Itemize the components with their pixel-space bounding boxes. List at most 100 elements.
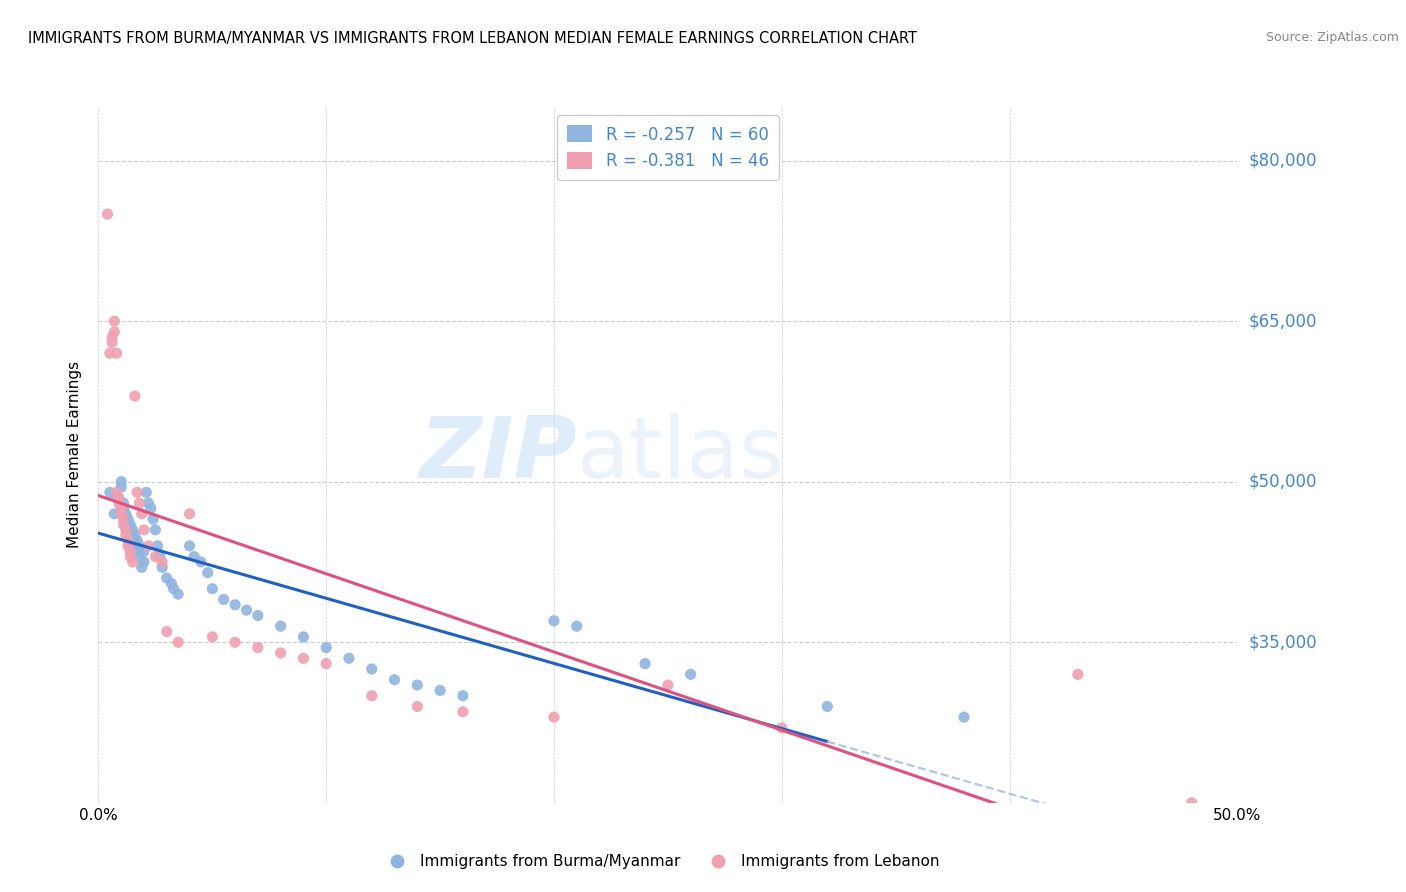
Point: [117, 539, 139, 553]
Point: [770, 721, 793, 735]
Point: [120, 544, 142, 558]
Point: [246, 608, 269, 623]
Point: [146, 539, 169, 553]
Point: [112, 517, 135, 532]
Point: [201, 630, 224, 644]
Point: [292, 630, 315, 644]
Point: [138, 539, 160, 553]
Point: [1067, 667, 1090, 681]
Point: [110, 475, 132, 489]
Point: [131, 507, 153, 521]
Point: [96, 207, 118, 221]
Text: $35,000: $35,000: [1249, 633, 1317, 651]
Point: [103, 507, 125, 521]
Point: [565, 619, 588, 633]
Point: [139, 501, 162, 516]
Point: [451, 689, 474, 703]
Point: [384, 673, 406, 687]
Point: [201, 582, 224, 596]
Point: [167, 587, 190, 601]
Point: [179, 539, 201, 553]
Point: [105, 485, 128, 500]
Point: [110, 480, 132, 494]
Point: [145, 523, 167, 537]
Point: [315, 657, 337, 671]
Point: [121, 555, 143, 569]
Text: IMMIGRANTS FROM BURMA/MYANMAR VS IMMIGRANTS FROM LEBANON MEDIAN FEMALE EARNINGS : IMMIGRANTS FROM BURMA/MYANMAR VS IMMIGRA…: [28, 31, 917, 46]
Point: [101, 330, 124, 344]
Text: $50,000: $50,000: [1249, 473, 1317, 491]
Point: [135, 485, 157, 500]
Point: [183, 549, 205, 564]
Point: [292, 651, 315, 665]
Point: [103, 325, 125, 339]
Text: $65,000: $65,000: [1249, 312, 1317, 330]
Point: [103, 314, 125, 328]
Point: [543, 710, 565, 724]
Point: [120, 549, 142, 564]
Y-axis label: Median Female Earnings: Median Female Earnings: [67, 361, 83, 549]
Point: [114, 517, 136, 532]
Point: [105, 346, 128, 360]
Point: [179, 507, 201, 521]
Point: [117, 523, 139, 537]
Point: [246, 640, 269, 655]
Point: [121, 533, 143, 548]
Point: [679, 667, 702, 681]
Point: [156, 624, 179, 639]
Point: [112, 501, 135, 516]
Point: [124, 539, 146, 553]
Point: [110, 501, 132, 516]
Point: [360, 662, 382, 676]
Legend: R = -0.257   N = 60, R = -0.381   N = 46: R = -0.257 N = 60, R = -0.381 N = 46: [557, 115, 779, 180]
Point: [121, 523, 143, 537]
Text: ZIP: ZIP: [419, 413, 576, 497]
Text: Source: ZipAtlas.com: Source: ZipAtlas.com: [1265, 31, 1399, 45]
Point: [406, 678, 429, 692]
Point: [212, 592, 235, 607]
Point: [224, 598, 246, 612]
Point: [127, 533, 149, 548]
Point: [114, 523, 136, 537]
Point: [197, 566, 219, 580]
Point: [270, 646, 292, 660]
Point: [167, 635, 190, 649]
Point: [132, 555, 155, 569]
Legend: Immigrants from Burma/Myanmar, Immigrants from Lebanon: Immigrants from Burma/Myanmar, Immigrant…: [375, 848, 946, 875]
Point: [162, 582, 184, 596]
Point: [132, 544, 155, 558]
Point: [105, 491, 128, 505]
Point: [142, 512, 165, 526]
Point: [634, 657, 657, 671]
Point: [127, 485, 149, 500]
Point: [270, 619, 292, 633]
Point: [451, 705, 474, 719]
Point: [124, 389, 146, 403]
Point: [128, 549, 150, 564]
Point: [190, 555, 212, 569]
Text: $80,000: $80,000: [1249, 152, 1317, 169]
Point: [117, 533, 139, 548]
Point: [224, 635, 246, 649]
Point: [160, 576, 183, 591]
Point: [360, 689, 382, 703]
Point: [145, 549, 167, 564]
Point: [112, 512, 135, 526]
Point: [149, 549, 172, 564]
Point: [1181, 796, 1204, 810]
Text: atlas: atlas: [576, 413, 785, 497]
Point: [128, 496, 150, 510]
Point: [120, 517, 142, 532]
Point: [406, 699, 429, 714]
Point: [101, 335, 124, 350]
Point: [112, 496, 135, 510]
Point: [953, 710, 976, 724]
Point: [128, 539, 150, 553]
Point: [150, 555, 173, 569]
Point: [110, 507, 132, 521]
Point: [98, 346, 121, 360]
Point: [150, 560, 173, 574]
Point: [98, 485, 121, 500]
Point: [117, 512, 139, 526]
Point: [543, 614, 565, 628]
